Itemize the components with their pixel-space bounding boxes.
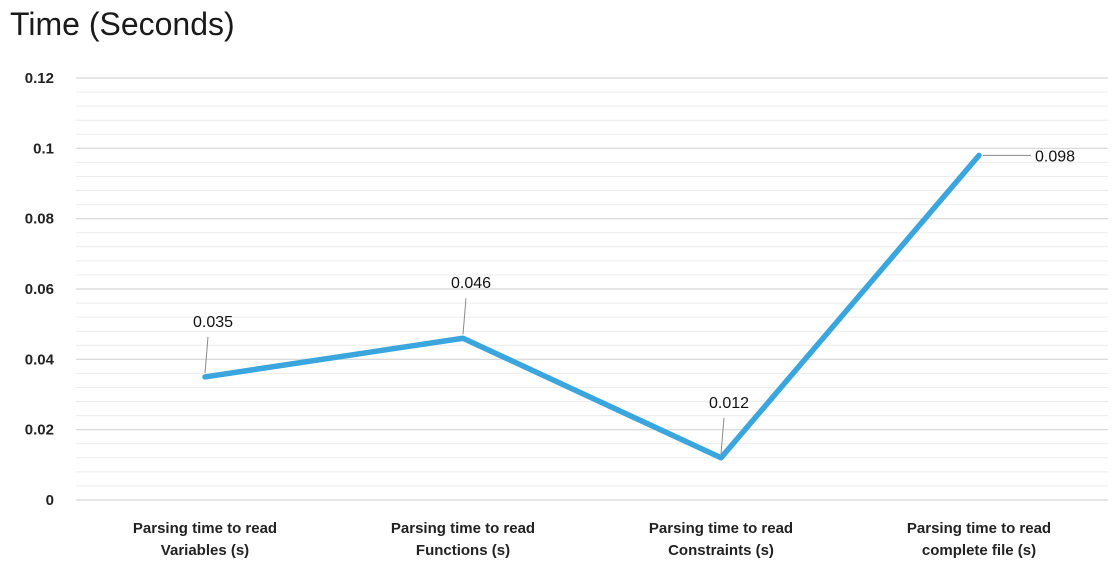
x-axis: Parsing time to read Variables (s) Parsing… xyxy=(133,520,1051,559)
x-tick-label: Parsing time to read Variables (s) xyxy=(133,520,277,559)
data-label-leader xyxy=(720,417,725,454)
data-label: 0.046 xyxy=(451,275,491,292)
x-tick-label: Parsing time to read complete file (s) xyxy=(907,520,1051,559)
x-tick-label: Parsing time to read Constraints (s) xyxy=(649,520,793,559)
data-label-leader xyxy=(204,336,209,373)
y-tick-label: 0.06 xyxy=(25,281,54,298)
series-line xyxy=(202,152,982,461)
x-tick-label: Parsing time to read Functions (s) xyxy=(391,520,535,559)
chart-title: Time (Seconds) xyxy=(10,6,235,42)
series-layer xyxy=(202,152,982,461)
data-label-layer: 0.035 0.046 0.012 0.098 xyxy=(193,148,1075,454)
y-tick-label: 0.12 xyxy=(25,70,54,87)
y-tick-label: 0.08 xyxy=(25,211,54,228)
data-label: 0.035 xyxy=(193,314,233,331)
y-axis: 0 0.02 0.04 0.06 0.08 0.1 0.12 xyxy=(25,70,55,509)
data-label-leader xyxy=(462,298,467,335)
data-label: 0.012 xyxy=(709,395,749,412)
grid-layer xyxy=(76,77,1108,501)
y-tick-label: 0.02 xyxy=(25,422,54,439)
y-tick-label: 0.1 xyxy=(33,140,54,157)
y-tick-label: 0 xyxy=(46,492,54,509)
y-tick-label: 0.04 xyxy=(25,351,55,368)
data-label: 0.098 xyxy=(1035,148,1075,165)
